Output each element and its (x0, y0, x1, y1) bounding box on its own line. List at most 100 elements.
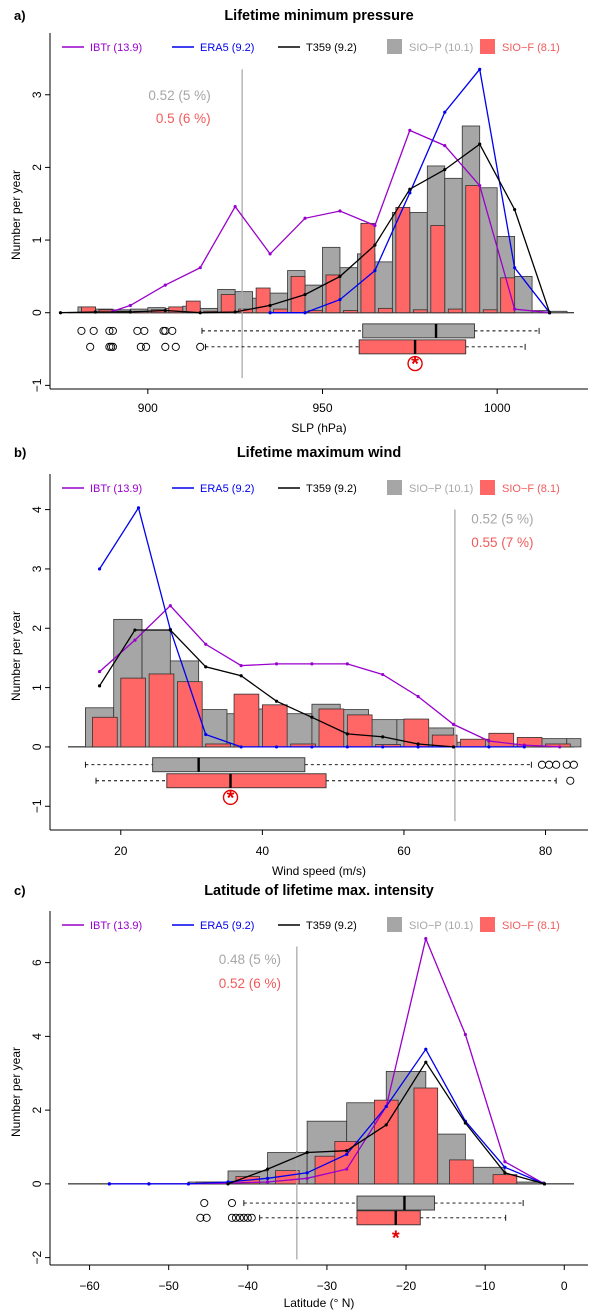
series-point-era5 (147, 1182, 151, 1186)
series-point-ibtr (478, 183, 482, 188)
x-tick-label: −40 (238, 1279, 259, 1293)
series-point-ibtr (204, 642, 208, 646)
series-point-t359 (168, 628, 172, 632)
series-point-t359 (513, 207, 517, 212)
series-point-ibtr (233, 205, 237, 209)
series-point-era5 (487, 745, 491, 749)
series-point-ibtr (97, 669, 102, 674)
marker-circle (222, 789, 239, 806)
x-tick-label: −20 (396, 1279, 417, 1293)
chart-title: Lifetime maximum wind (237, 445, 401, 461)
box-sio-p-box (356, 1195, 435, 1211)
bar-sio-p (514, 275, 533, 314)
series-point-ibtr (408, 128, 412, 132)
bar-sio-p (283, 713, 313, 748)
box-sio-f-outlier (86, 342, 95, 351)
series-point-era5 (303, 311, 307, 315)
annotation-sio-f: 0.52 (6 %) (219, 976, 281, 991)
series-point-era5 (186, 1182, 191, 1186)
box-sio-p-outlier (168, 326, 177, 335)
box-sio-p-outlier (200, 1199, 209, 1208)
legend-label-t359: T359 (9.2) (306, 920, 357, 932)
bar-sio-p (549, 310, 568, 314)
series-point-t359 (345, 1149, 349, 1153)
bar-sio-f (255, 287, 271, 314)
series-point-era5 (381, 745, 385, 749)
series-point-ibtr (513, 307, 517, 311)
series-point-era5 (443, 110, 447, 114)
series-point-era5 (97, 567, 102, 571)
legend-label-sio_p: SIO−P (10.1) (409, 42, 473, 54)
x-tick-label: −60 (79, 1279, 100, 1293)
y-tick-label: 4 (30, 1033, 44, 1040)
legend-label-t359: T359 (9.2) (306, 483, 357, 495)
series-point-era5 (338, 298, 342, 302)
bar-sio-f (492, 1174, 518, 1185)
x-tick-label: 900 (138, 401, 158, 415)
y-tick-label: 0 (30, 743, 44, 750)
panel-3: c) Latitude of lifetime max. intensity−20… (9, 883, 588, 1310)
box-sio-f-outlier (202, 1213, 211, 1222)
series-point-t359 (416, 742, 420, 746)
panel-2: b) Lifetime maximum wind −1 0 1 2 3 4 20 40 60 80 Wi… (9, 445, 588, 878)
legend-label-sio_p: SIO−P (10.1) (409, 483, 473, 495)
series-point-t359 (133, 628, 137, 632)
x-axis-label: Wind speed (m/s) (272, 864, 366, 878)
series-point-ibtr (163, 283, 167, 287)
annotation-sio-f: 0.55 (7 %) (471, 535, 533, 550)
bar-sio-f (148, 673, 175, 748)
box-sio-p-outlier (105, 326, 114, 335)
series-point-ibtr (305, 1176, 309, 1180)
x-tick-label: 80 (539, 844, 553, 858)
x-tick-label: 1000 (484, 401, 511, 415)
y-tick-label: 2 (30, 625, 44, 632)
box-sio-p-outlier (140, 326, 149, 335)
series-point-t359 (233, 310, 237, 314)
series-point-t359 (97, 684, 102, 688)
box-sio-p-outlier (159, 326, 168, 335)
legend-label-era5: ERA5 (9.2) (200, 42, 254, 54)
x-tick-label: 950 (312, 401, 332, 415)
bar-sio-f (447, 308, 463, 314)
box-sio-f-outlier (239, 1213, 248, 1222)
series-point-t359 (478, 142, 482, 146)
bar-sio-f (168, 306, 184, 314)
legend-swatch-sio_p (387, 480, 402, 495)
series-point-era5 (265, 1176, 270, 1180)
y-tick-label: 2 (30, 164, 44, 171)
bar-sio-f (403, 718, 430, 748)
box-sio-p-outlier (133, 326, 142, 335)
bar-sio-p (444, 177, 463, 314)
bar-sio-f (360, 222, 376, 314)
series-point-t359 (93, 310, 98, 314)
bar-sio-f (233, 693, 260, 748)
y-axis-label: Number per year (9, 170, 23, 260)
box-sio-p-outlier (89, 326, 98, 335)
bar-sio-p (409, 212, 428, 314)
series-point-era5 (136, 506, 141, 510)
panel-1: a) Lifetime minimum pressure −1 0 1 2 3 900 950 1… (9, 8, 588, 435)
series-line-ibtr (112, 129, 550, 314)
legend-label-ibtr: IBTr (13.9) (90, 483, 142, 495)
bar-sio-f (92, 716, 118, 748)
series-point-ibtr (198, 266, 202, 270)
bar-sio-f (261, 704, 288, 748)
y-tick-label: 2 (30, 1106, 44, 1113)
series-point-ibtr (310, 662, 314, 666)
series-point-ibtr (133, 638, 137, 642)
y-tick-label: 3 (30, 565, 44, 572)
series-point-era5 (345, 745, 349, 749)
series-point-t359 (408, 187, 412, 191)
marker-star: * (392, 1227, 400, 1249)
series-point-t359 (503, 1171, 507, 1175)
series-point-ibtr (303, 216, 307, 220)
series-line-era5 (109, 1048, 545, 1185)
bar-sio-f (488, 732, 515, 748)
series-point-t359 (424, 1060, 428, 1064)
series-point-era5 (384, 1104, 388, 1109)
box-sio-f-outlier (196, 1213, 205, 1222)
box-sio-f-outlier (161, 342, 170, 351)
marker-star: * (227, 787, 235, 809)
bar-sio-f (120, 677, 146, 748)
y-tick-label: 0 (30, 309, 44, 316)
